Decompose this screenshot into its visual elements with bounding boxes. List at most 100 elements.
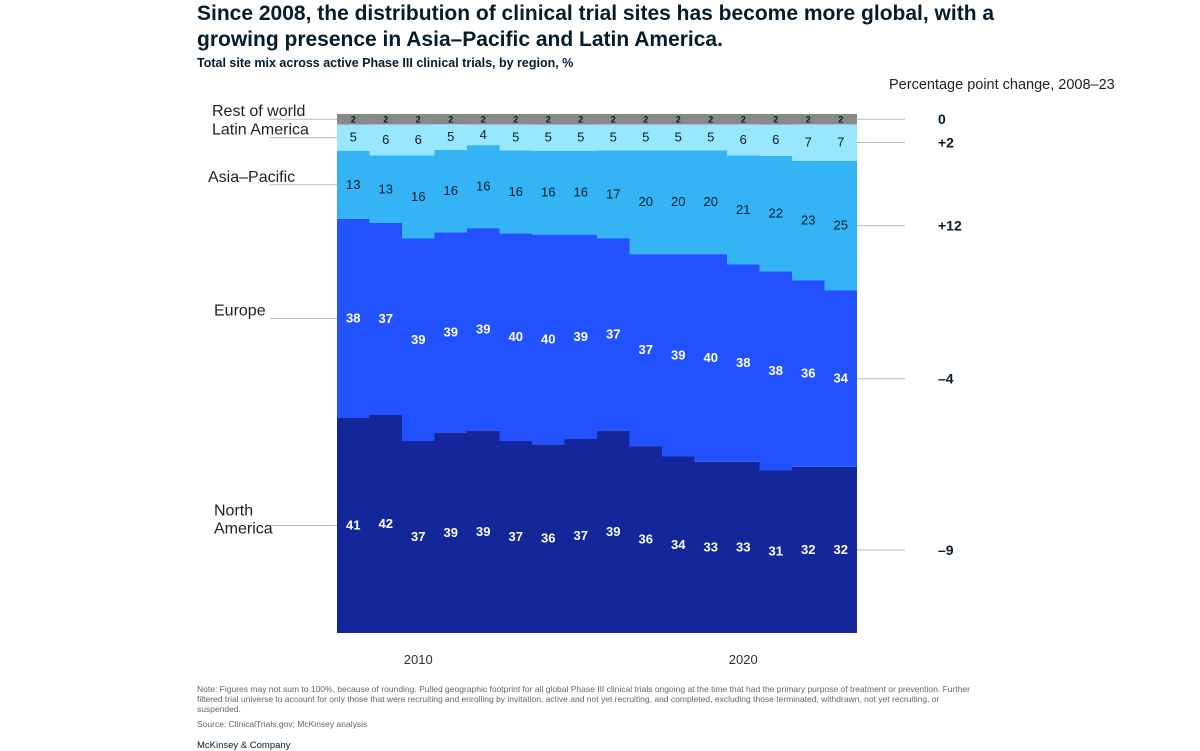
data-label-north-america: 42 bbox=[379, 516, 393, 531]
data-label-rest-of-world: 2 bbox=[578, 115, 583, 125]
source-note: Source: ClinicalTrials.gov; McKinsey ana… bbox=[197, 719, 368, 729]
data-label-latin-america: 6 bbox=[772, 132, 779, 147]
data-label-latin-america: 5 bbox=[577, 130, 584, 145]
data-label-latin-america: 5 bbox=[642, 129, 649, 144]
series-label-europe: Europe bbox=[214, 302, 266, 319]
data-label-europe: 38 bbox=[736, 355, 750, 370]
data-label-rest-of-world: 2 bbox=[416, 115, 421, 125]
data-label-asia-pacific: 16 bbox=[541, 185, 555, 200]
data-label-europe: 38 bbox=[769, 363, 783, 378]
data-label-rest-of-world: 2 bbox=[708, 115, 713, 125]
data-label-europe: 39 bbox=[671, 347, 685, 362]
data-label-north-america: 41 bbox=[346, 518, 360, 533]
data-label-north-america: 39 bbox=[606, 524, 620, 539]
data-label-europe: 39 bbox=[476, 321, 490, 336]
x-tick-label: 2010 bbox=[404, 652, 433, 667]
data-label-latin-america: 7 bbox=[837, 135, 844, 150]
data-label-asia-pacific: 20 bbox=[639, 194, 653, 209]
data-label-north-america: 37 bbox=[509, 529, 523, 544]
data-label-rest-of-world: 2 bbox=[838, 115, 843, 125]
data-label-rest-of-world: 2 bbox=[351, 115, 356, 125]
data-label-asia-pacific: 22 bbox=[769, 206, 783, 221]
data-label-latin-america: 5 bbox=[707, 129, 714, 144]
data-label-north-america: 31 bbox=[769, 544, 783, 559]
area-rest-of-world bbox=[337, 114, 857, 125]
data-label-north-america: 39 bbox=[476, 524, 490, 539]
chart-title: Since 2008, the distribution of clinical… bbox=[197, 2, 995, 51]
data-label-asia-pacific: 20 bbox=[671, 194, 685, 209]
data-label-asia-pacific: 16 bbox=[411, 189, 425, 204]
data-label-europe: 40 bbox=[541, 331, 555, 346]
data-label-rest-of-world: 2 bbox=[676, 115, 681, 125]
change-value-asia-pacific: +12 bbox=[938, 218, 962, 234]
area-europe bbox=[337, 218, 857, 471]
data-label-asia-pacific: 16 bbox=[476, 179, 490, 194]
data-label-asia-pacific: 21 bbox=[736, 202, 750, 217]
data-label-asia-pacific: 20 bbox=[704, 194, 718, 209]
series-label-north-america: North America bbox=[214, 503, 273, 538]
data-label-europe: 39 bbox=[411, 332, 425, 347]
data-label-latin-america: 5 bbox=[512, 129, 519, 144]
data-label-north-america: 32 bbox=[801, 542, 815, 557]
data-label-latin-america: 7 bbox=[805, 135, 812, 150]
data-label-latin-america: 6 bbox=[415, 132, 422, 147]
brand-label: McKinsey & Company bbox=[197, 740, 291, 751]
data-label-latin-america: 6 bbox=[382, 132, 389, 147]
data-label-europe: 37 bbox=[379, 311, 393, 326]
data-label-asia-pacific: 16 bbox=[574, 185, 588, 200]
data-label-latin-america: 5 bbox=[545, 130, 552, 145]
data-label-rest-of-world: 2 bbox=[448, 115, 453, 125]
data-label-latin-america: 6 bbox=[740, 132, 747, 147]
data-label-rest-of-world: 2 bbox=[773, 115, 778, 125]
data-label-north-america: 34 bbox=[671, 537, 686, 552]
area-north-america bbox=[337, 415, 857, 633]
data-label-latin-america: 5 bbox=[610, 129, 617, 144]
change-column-header: Percentage point change, 2008–23 bbox=[889, 77, 1115, 93]
data-label-rest-of-world: 2 bbox=[546, 115, 551, 125]
change-value-north-america: –9 bbox=[938, 542, 954, 558]
series-label-asia-pacific: Asia–Pacific bbox=[208, 169, 295, 186]
x-tick-label: 2020 bbox=[729, 652, 758, 667]
data-label-north-america: 36 bbox=[541, 531, 555, 546]
data-label-asia-pacific: 16 bbox=[509, 184, 523, 199]
data-label-europe: 37 bbox=[639, 342, 653, 357]
data-label-rest-of-world: 2 bbox=[741, 115, 746, 125]
change-value-europe: –4 bbox=[938, 371, 954, 387]
data-label-north-america: 37 bbox=[411, 529, 425, 544]
data-label-asia-pacific: 13 bbox=[379, 181, 393, 196]
data-label-europe: 40 bbox=[704, 350, 718, 365]
data-label-rest-of-world: 2 bbox=[611, 115, 616, 125]
data-label-asia-pacific: 16 bbox=[444, 183, 458, 198]
data-label-asia-pacific: 25 bbox=[834, 218, 848, 233]
data-label-asia-pacific: 13 bbox=[346, 177, 360, 192]
data-label-north-america: 33 bbox=[704, 539, 718, 554]
change-value-rest-of-world: 0 bbox=[938, 111, 946, 127]
series-label-rest-of-world: Rest of world bbox=[212, 103, 305, 120]
data-label-europe: 34 bbox=[834, 371, 849, 386]
data-label-north-america: 37 bbox=[574, 528, 588, 543]
footnote: Note: Figures may not sum to 100%, becau… bbox=[197, 684, 970, 714]
data-label-latin-america: 5 bbox=[675, 129, 682, 144]
data-label-rest-of-world: 2 bbox=[481, 115, 486, 125]
area-asia-pacific bbox=[337, 145, 857, 291]
data-label-rest-of-world: 2 bbox=[806, 115, 811, 125]
data-label-latin-america: 4 bbox=[480, 127, 487, 142]
data-label-europe: 39 bbox=[444, 324, 458, 339]
data-label-latin-america: 5 bbox=[350, 130, 357, 145]
data-label-north-america: 32 bbox=[834, 542, 848, 557]
data-label-europe: 38 bbox=[346, 310, 360, 325]
data-label-europe: 36 bbox=[801, 366, 815, 381]
data-label-rest-of-world: 2 bbox=[383, 115, 388, 125]
chart-subtitle: Total site mix across active Phase III c… bbox=[197, 56, 574, 70]
data-label-europe: 40 bbox=[509, 329, 523, 344]
data-label-north-america: 33 bbox=[736, 539, 750, 554]
change-value-latin-america: +2 bbox=[938, 135, 954, 151]
area-latin-america bbox=[337, 124, 857, 161]
data-label-rest-of-world: 2 bbox=[513, 115, 518, 125]
data-label-north-america: 39 bbox=[444, 525, 458, 540]
data-label-north-america: 36 bbox=[639, 532, 653, 547]
data-label-rest-of-world: 2 bbox=[643, 115, 648, 125]
data-label-latin-america: 5 bbox=[447, 129, 454, 144]
series-label-latin-america: Latin America bbox=[212, 122, 309, 139]
data-label-asia-pacific: 23 bbox=[801, 212, 815, 227]
